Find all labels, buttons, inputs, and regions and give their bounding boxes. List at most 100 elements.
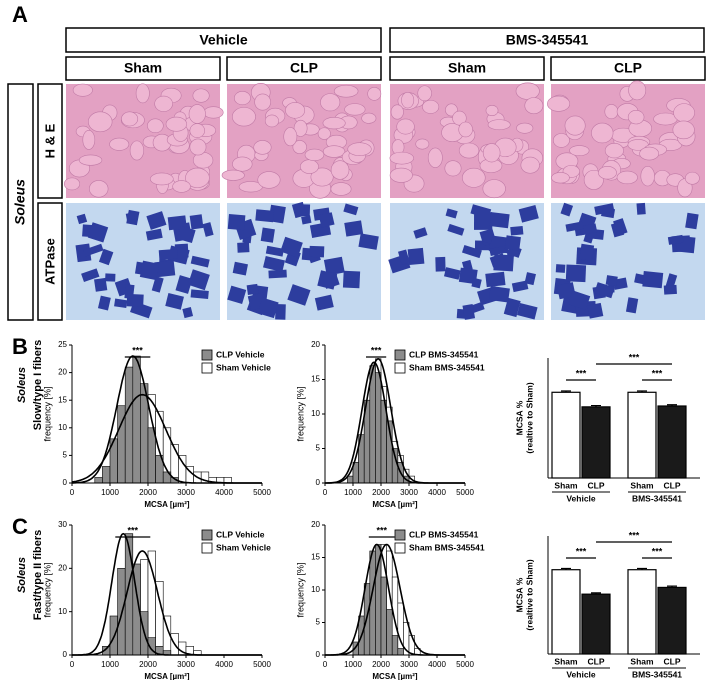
atpase-fiber — [257, 297, 279, 319]
he-fiber — [552, 133, 570, 148]
row-box — [37, 83, 63, 199]
y-axis-label: frequency [%] — [295, 562, 305, 617]
stain-label: ATPase — [42, 238, 57, 285]
atpase-fiber — [314, 294, 334, 311]
legend-label: Sham BMS-345541 — [409, 542, 485, 552]
atpase-fiber — [255, 209, 275, 223]
legend-label: Sham Vehicle — [216, 362, 271, 372]
header-box — [389, 56, 545, 81]
he-fiber — [520, 156, 540, 174]
he-fiber — [515, 82, 540, 100]
legend-label: CLP BMS-345541 — [409, 529, 479, 539]
atpase-fiber — [518, 205, 539, 223]
he-fiber — [639, 146, 660, 161]
x-tick-label: 3000 — [400, 660, 418, 669]
atpase-fiber — [342, 270, 361, 289]
legend-swatch — [394, 349, 406, 361]
atpase-fiber — [642, 271, 664, 289]
condition-header: Sham — [124, 60, 162, 76]
bar — [551, 569, 581, 655]
atpase-fiber — [265, 245, 284, 257]
he-fiber — [304, 148, 325, 161]
atpase-fiber — [105, 273, 116, 282]
atpase-fiber — [227, 214, 246, 231]
panel-label: C — [12, 514, 28, 539]
histogram-bar — [132, 355, 141, 484]
x-tick-label: 4000 — [215, 488, 233, 497]
atpase-fiber — [151, 276, 164, 293]
significance-label: *** — [371, 345, 382, 355]
he-fiber — [367, 86, 382, 101]
legend-swatch — [201, 529, 213, 541]
group-label: Vehicle — [566, 669, 596, 679]
he-fiber — [322, 145, 346, 158]
error-bar — [591, 404, 601, 407]
legend-label: CLP BMS-345541 — [409, 349, 479, 359]
header-box — [226, 56, 382, 81]
error-bar — [561, 390, 571, 393]
legend-swatch — [394, 362, 406, 374]
atpase-fiber — [146, 211, 167, 230]
atpase-fiber — [232, 261, 248, 276]
x-tick-label: 4000 — [428, 660, 446, 669]
x-tick-label: 1000 — [101, 660, 119, 669]
x-tick-label: Sham — [554, 480, 578, 490]
x-tick-label: Sham — [630, 480, 654, 490]
x-axis-label: MCSA [µm²] — [144, 672, 190, 680]
he-fiber — [344, 103, 366, 116]
he-fiber — [189, 138, 207, 156]
he-fiber — [320, 93, 341, 112]
atpase-fiber — [625, 297, 639, 314]
atpase-fiber — [504, 235, 521, 251]
bar — [657, 405, 687, 479]
he-fiber — [389, 151, 414, 165]
histogram-bar — [347, 475, 354, 484]
he-fiber — [292, 140, 307, 154]
legend-swatch — [394, 542, 406, 554]
he-fiber — [109, 137, 130, 151]
histogram-bar — [391, 635, 399, 656]
y-axis-label: MCSA % — [514, 400, 524, 435]
atpase-fiber — [488, 285, 510, 303]
he-fiber — [78, 154, 103, 166]
row-tissue: Soleus — [16, 367, 28, 403]
x-tick-label: 1000 — [344, 660, 362, 669]
atpase-fiber — [318, 212, 335, 228]
atpase-fiber — [594, 203, 615, 216]
he-fiber — [458, 121, 473, 138]
atpase-fiber — [579, 243, 595, 261]
bar — [551, 391, 581, 479]
he-fiber — [684, 171, 700, 185]
he-fiber — [417, 85, 432, 102]
x-tick-label: 5000 — [253, 488, 271, 497]
legend-swatch — [394, 529, 406, 541]
x-tick-label: 2000 — [139, 488, 157, 497]
y-tick-label: 15 — [311, 553, 320, 562]
atpase-fiber — [524, 272, 536, 286]
x-tick-label: 2000 — [372, 660, 390, 669]
error-bar — [637, 567, 647, 570]
y-tick-label: 20 — [311, 340, 320, 349]
he-fiber — [317, 127, 331, 140]
y-axis-label: frequency [%] — [42, 386, 52, 441]
atpase-fiber — [610, 221, 625, 238]
he-fiber — [154, 95, 173, 112]
he-fiber — [63, 177, 81, 191]
stain-label: H & E — [42, 123, 57, 158]
x-tick-label: 3000 — [400, 488, 418, 497]
y-tick-label: 20 — [311, 520, 320, 529]
x-tick-label: 0 — [70, 660, 75, 669]
atpase-fiber — [139, 260, 160, 281]
he-fiber — [189, 123, 205, 138]
histogram-bar — [397, 648, 404, 656]
he-fiber — [87, 111, 113, 133]
atpase-fiber — [493, 254, 514, 272]
he-fiber — [293, 119, 308, 137]
atpase-fiber — [516, 302, 538, 320]
error-bar — [591, 592, 601, 595]
he-fiber — [203, 106, 224, 119]
atpase-fiber — [343, 203, 359, 216]
atpase-fiber — [190, 255, 210, 268]
he-fiber — [283, 127, 298, 147]
atpase-fiber — [555, 264, 566, 273]
